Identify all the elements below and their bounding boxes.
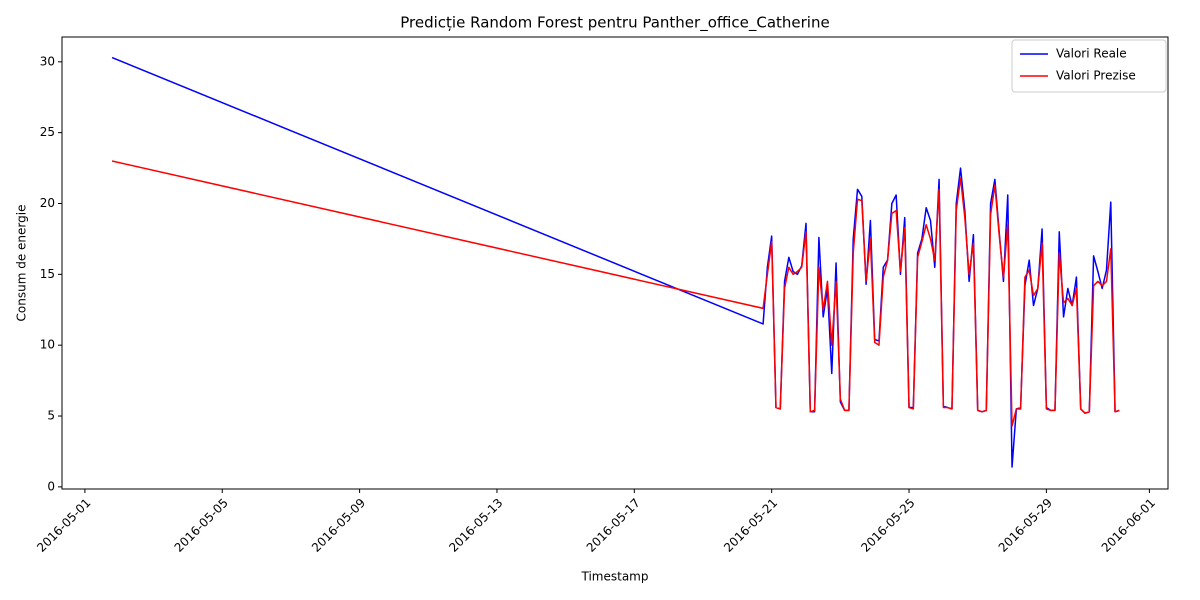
y-tick-label: 25 bbox=[40, 125, 55, 139]
plot-frame bbox=[61, 36, 1169, 490]
x-tick-label: 2016-05-29 bbox=[996, 496, 1055, 555]
x-tick-label: 2016-05-01 bbox=[34, 496, 93, 555]
y-tick-label: 10 bbox=[40, 338, 55, 352]
legend-label: Valori Prezise bbox=[1056, 69, 1136, 83]
legend-box bbox=[1011, 39, 1167, 93]
x-tick-label: 2016-05-17 bbox=[584, 496, 643, 555]
x-tick-label: 2016-05-09 bbox=[309, 496, 368, 555]
y-tick-label: 30 bbox=[40, 54, 55, 68]
y-tick-label: 15 bbox=[40, 267, 55, 281]
chart-title: Predicție Random Forest pentru Panther_o… bbox=[400, 14, 829, 33]
data-line bbox=[111, 160, 1120, 427]
legend-label: Valori Reale bbox=[1056, 47, 1127, 61]
x-tick-label: 2016-06-01 bbox=[1099, 496, 1158, 555]
x-tick-label: 2016-05-21 bbox=[721, 496, 780, 555]
x-tick-label: 2016-05-13 bbox=[446, 496, 505, 555]
y-tick-label: 0 bbox=[47, 479, 55, 493]
y-tick-label: 20 bbox=[40, 196, 55, 210]
data-line bbox=[111, 56, 1120, 468]
x-tick-label: 2016-05-25 bbox=[858, 496, 917, 555]
y-tick-label: 5 bbox=[47, 409, 55, 423]
x-tick-label: 2016-05-05 bbox=[172, 496, 231, 555]
y-axis-label: Consum de energie bbox=[15, 205, 29, 322]
x-axis-label: Timestamp bbox=[581, 570, 649, 584]
